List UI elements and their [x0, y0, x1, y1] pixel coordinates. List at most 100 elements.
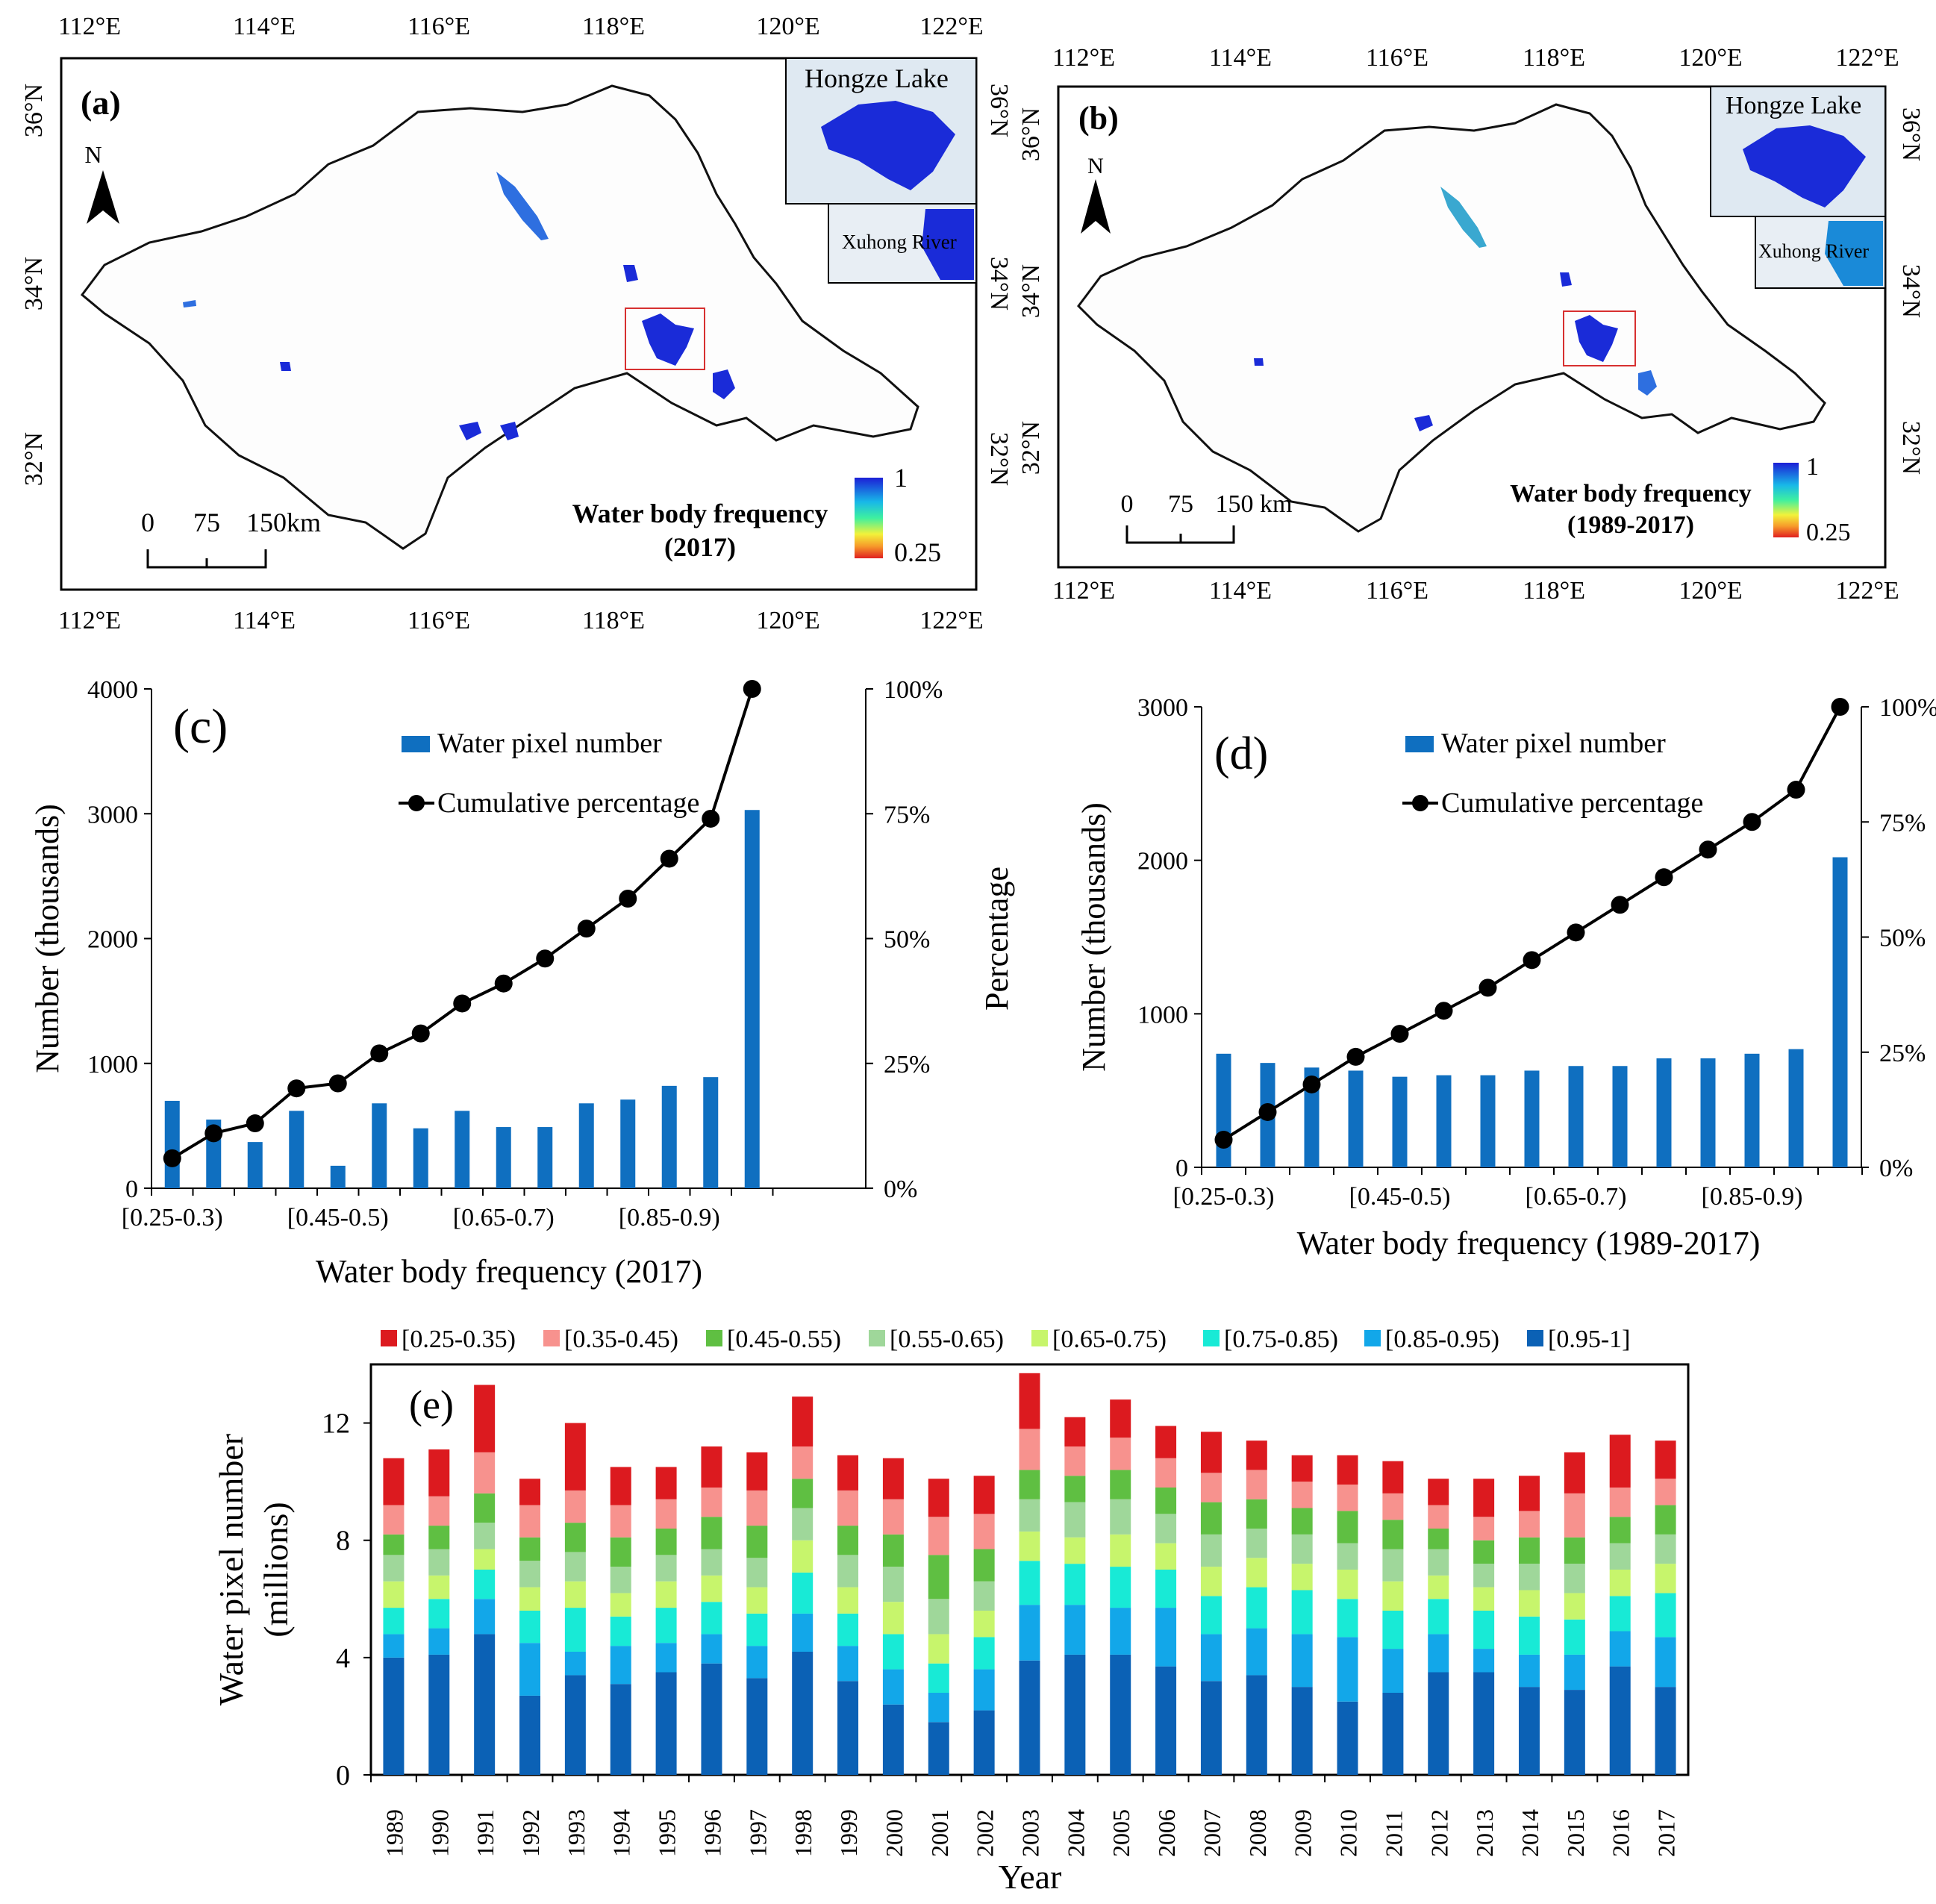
cumulative-point — [370, 1044, 389, 1063]
stacked-bar-segment — [1019, 1605, 1040, 1661]
inset-xuhong-water — [922, 209, 974, 280]
lon-bottom-116: 116°E — [408, 607, 470, 634]
legend-title: Water body frequency — [1510, 480, 1752, 508]
stacked-bar-segment — [1609, 1488, 1631, 1517]
x-tick-label: 2016 — [1608, 1809, 1634, 1857]
stacked-bar-segment — [383, 1657, 405, 1775]
y-tick-label: 3000 — [87, 801, 138, 828]
lon-top-112: 112°E — [1052, 44, 1115, 72]
panel-label: (e) — [409, 1382, 454, 1427]
stacked-bar-segment — [928, 1634, 949, 1664]
inset-hongze-water — [821, 101, 955, 190]
x-tick-label: 2008 — [1244, 1809, 1271, 1857]
stacked-bar-segment — [837, 1587, 859, 1614]
stacked-bar-segment — [1609, 1543, 1631, 1570]
y2-tick-label: 50% — [1879, 925, 1926, 952]
scale-label-0: 0 — [141, 508, 154, 537]
stacked-bar-segment — [610, 1684, 631, 1775]
stacked-bar-segment — [1564, 1593, 1585, 1620]
stacked-bar-segment — [1291, 1634, 1313, 1688]
x-tick-label: 2015 — [1562, 1809, 1589, 1857]
stacked-bar-segment — [428, 1449, 450, 1496]
stacked-bar-segment — [1155, 1458, 1177, 1488]
stacked-bar-segment — [701, 1602, 722, 1635]
stacked-bar-segment — [610, 1616, 631, 1647]
y-axis-title: Water pixel number — [212, 1434, 250, 1705]
stacked-bar-segment — [383, 1634, 405, 1658]
scale-bar: 0 75 150 km — [1121, 490, 1292, 544]
stacked-bar-segment — [1019, 1373, 1040, 1429]
stacked-bar-segment — [1518, 1654, 1540, 1688]
north-label: N — [84, 141, 102, 168]
stacked-bar-segment — [882, 1534, 904, 1567]
water-lake-luoma — [623, 265, 638, 282]
stacked-bar-segment — [1382, 1611, 1404, 1649]
stacked-bar-segment — [973, 1637, 995, 1670]
x-tick-label: 2000 — [881, 1809, 908, 1857]
stacked-bar-segment — [1200, 1567, 1222, 1596]
legend-label: [0.85-0.95) — [1385, 1326, 1499, 1353]
bar — [703, 1077, 719, 1188]
map-frame — [1057, 85, 1887, 569]
x-tick-label: 1998 — [790, 1809, 816, 1857]
y-axis-title: Number (thousands) — [29, 804, 66, 1073]
stacked-bar-segment — [428, 1575, 450, 1599]
stacked-bar-segment — [564, 1581, 586, 1608]
cumulative-point — [1346, 1047, 1365, 1066]
stacked-bar-segment — [1428, 1672, 1449, 1775]
stacked-bar-segment — [564, 1675, 586, 1775]
scale-label-75: 75 — [1168, 490, 1193, 518]
bar — [164, 1100, 180, 1188]
cumulative-point — [577, 920, 596, 938]
y-tick-label: 12 — [322, 1408, 350, 1440]
stacked-bar-segment — [655, 1467, 677, 1499]
x-tick-label: 2007 — [1199, 1809, 1225, 1857]
stacked-bar-segment — [1337, 1701, 1358, 1775]
legend-colorbar — [1773, 463, 1799, 537]
legend-swatch — [1203, 1330, 1220, 1346]
stacked-bar-segment — [610, 1646, 631, 1685]
bar — [1480, 1075, 1496, 1167]
legend-label: [0.45-0.55) — [727, 1326, 841, 1353]
bar — [1744, 1053, 1760, 1167]
legend-swatch — [1527, 1330, 1543, 1346]
water-lake-chengdong — [500, 422, 519, 440]
legend-swatch — [381, 1330, 397, 1346]
stacked-bar-segment — [1518, 1537, 1540, 1564]
stacked-bar-segment — [655, 1555, 677, 1582]
stacked-bar-segment — [1518, 1564, 1540, 1591]
stacked-bar-segment — [610, 1567, 631, 1594]
legend-max: 1 — [1806, 453, 1819, 481]
stacked-bar-segment — [746, 1558, 768, 1588]
stacked-bar-segment — [928, 1693, 949, 1723]
stacked-bar-segment — [1382, 1461, 1404, 1493]
stacked-bar-segment — [564, 1608, 586, 1652]
stacked-bar-segment — [1564, 1654, 1585, 1691]
inset-xuhong-label: Xuhong River — [1758, 240, 1869, 262]
bar — [744, 810, 760, 1188]
stacked-bar-segment — [1382, 1581, 1404, 1611]
stacked-bar-segment — [701, 1549, 722, 1576]
bar — [1216, 1053, 1231, 1167]
stacked-bar-segment — [1473, 1587, 1495, 1611]
stacked-bar-segment — [1064, 1502, 1086, 1538]
stacked-bar-segment — [837, 1681, 859, 1775]
stacked-bar-segment — [1155, 1543, 1177, 1570]
water-speck-north — [183, 300, 196, 308]
graticule-labels-a: 112°E 114°E 116°E 118°E 120°E 122°E 112°… — [20, 13, 1013, 634]
cumulative-point — [163, 1149, 181, 1167]
basin-outline — [1077, 103, 1826, 533]
legend-panel-b: Water body frequency (1989-2017) 1 0.25 — [1510, 453, 1850, 546]
stacked-bar-segment — [882, 1567, 904, 1602]
stacked-bar-segment — [1110, 1470, 1131, 1499]
inset-hongze-water — [1743, 125, 1866, 207]
x-tick-label: 2005 — [1108, 1809, 1134, 1857]
y2-tick-label: 100% — [1879, 694, 1936, 722]
x-axis-title: Year — [999, 1858, 1062, 1896]
x-tick-label: [0.45-0.5) — [287, 1204, 389, 1232]
stacked-bar-segment — [474, 1599, 496, 1635]
stacked-bar-segment — [1382, 1693, 1404, 1775]
stacked-bar-segment — [1291, 1590, 1313, 1635]
y2-tick-label: 100% — [884, 676, 943, 704]
y-tick-label: 1000 — [1137, 1001, 1188, 1029]
